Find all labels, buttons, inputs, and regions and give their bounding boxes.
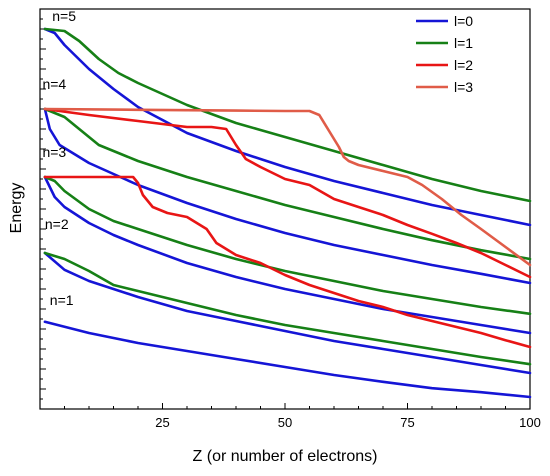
series-line-l1-n5 bbox=[43, 27, 532, 203]
x-tick-label: 75 bbox=[400, 415, 414, 430]
y-axis-ticks bbox=[40, 18, 46, 400]
legend-label: l=2 bbox=[454, 57, 473, 73]
series-line-l1-n3 bbox=[43, 175, 532, 316]
series-line-l1-n2 bbox=[43, 251, 532, 366]
y-axis-label: Energy bbox=[8, 183, 25, 234]
x-axis-label: Z (or number of electrons) bbox=[193, 448, 378, 465]
series-line-l0-n4 bbox=[43, 107, 532, 285]
x-tick-label: 25 bbox=[155, 415, 169, 430]
legend: l=0 l=1 l=2 l=3 bbox=[416, 13, 473, 95]
series-line-l0-n1 bbox=[43, 320, 532, 399]
level-label: n=2 bbox=[45, 216, 69, 232]
legend-label: l=1 bbox=[454, 35, 473, 51]
series-line-l1-n4 bbox=[43, 107, 532, 261]
series-line-l3-n4 bbox=[43, 107, 532, 267]
series-lines bbox=[43, 27, 532, 399]
level-label: n=1 bbox=[50, 292, 74, 308]
x-tick-label: 50 bbox=[278, 415, 292, 430]
level-label: n=5 bbox=[52, 8, 76, 24]
legend-label: l=0 bbox=[454, 13, 473, 29]
series-line-l0-n3 bbox=[43, 175, 532, 335]
x-axis-ticks: 25 50 75 100 bbox=[64, 403, 541, 430]
series-line-l0-n5 bbox=[43, 27, 532, 227]
level-label: n=3 bbox=[42, 144, 66, 160]
legend-label: l=3 bbox=[454, 79, 473, 95]
series-line-l0-n2 bbox=[43, 251, 532, 375]
series-line-l2-n4 bbox=[43, 107, 532, 279]
series-line-l2-n3 bbox=[43, 175, 532, 349]
level-labels: n=5 n=4 n=3 n=2 n=1 bbox=[42, 8, 76, 308]
x-tick-label: 100 bbox=[519, 415, 541, 430]
level-label: n=4 bbox=[42, 76, 66, 92]
